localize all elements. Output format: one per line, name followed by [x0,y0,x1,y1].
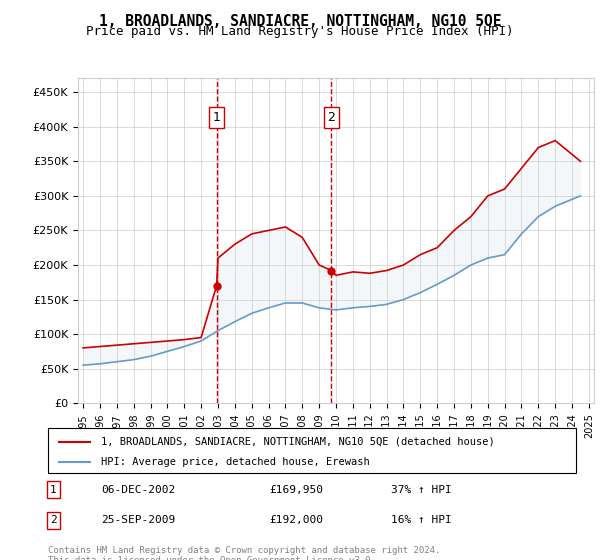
Text: 1, BROADLANDS, SANDIACRE, NOTTINGHAM, NG10 5QE (detached house): 1, BROADLANDS, SANDIACRE, NOTTINGHAM, NG… [101,437,494,447]
Text: £169,950: £169,950 [270,484,324,494]
FancyBboxPatch shape [48,428,576,473]
Text: 1, BROADLANDS, SANDIACRE, NOTTINGHAM, NG10 5QE: 1, BROADLANDS, SANDIACRE, NOTTINGHAM, NG… [99,14,501,29]
Text: 2: 2 [328,111,335,124]
Text: Contains HM Land Registry data © Crown copyright and database right 2024.
This d: Contains HM Land Registry data © Crown c… [48,546,440,560]
Text: HPI: Average price, detached house, Erewash: HPI: Average price, detached house, Erew… [101,457,370,467]
Text: Price paid vs. HM Land Registry's House Price Index (HPI): Price paid vs. HM Land Registry's House … [86,25,514,38]
Text: 37% ↑ HPI: 37% ↑ HPI [391,484,452,494]
Text: £192,000: £192,000 [270,515,324,525]
Text: 1: 1 [50,484,56,494]
Text: 2: 2 [50,515,56,525]
Text: 06-DEC-2002: 06-DEC-2002 [101,484,175,494]
Text: 16% ↑ HPI: 16% ↑ HPI [391,515,452,525]
Text: 25-SEP-2009: 25-SEP-2009 [101,515,175,525]
Text: 1: 1 [212,111,221,124]
